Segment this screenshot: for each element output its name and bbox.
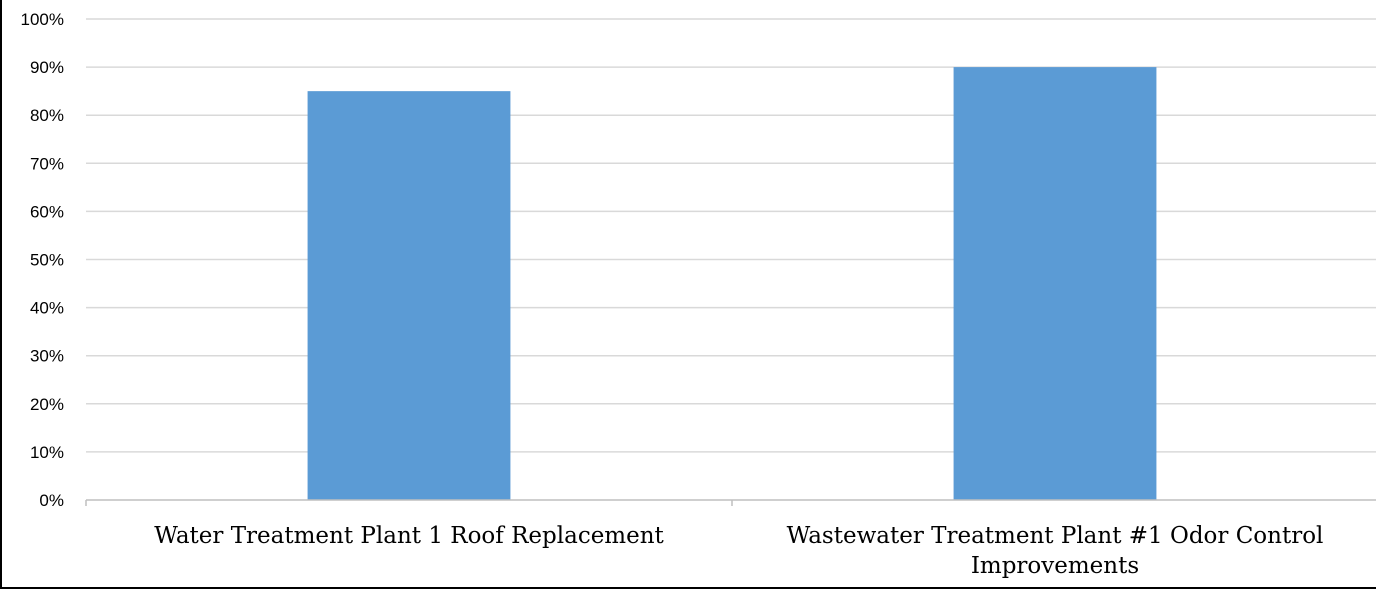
y-tick-label-10: 10% (30, 443, 64, 462)
x-tick-label-0: Water Treatment Plant 1 Roof Replacement (154, 523, 664, 549)
y-tick-label-100: 100% (21, 10, 64, 29)
x-axis-tick-labels: Water Treatment Plant 1 Roof Replacement… (154, 523, 1323, 579)
bars (307, 67, 1157, 501)
bar-1 (953, 67, 1157, 500)
bar-0 (307, 91, 511, 501)
y-tick-label-0: 0% (39, 491, 64, 510)
y-axis-tick-labels: 0% 10% 20% 30% 40% 50% 60% 70% 80% 90% 100% (21, 10, 64, 510)
gridlines (86, 18, 1376, 453)
y-tick-label-40: 40% (30, 299, 64, 318)
y-tick-label-80: 80% (30, 106, 64, 125)
x-tick-label-1: Wastewater Treatment Plant #1 Odor Contr… (787, 523, 1324, 579)
y-tick-label-50: 50% (30, 251, 64, 270)
y-tick-label-20: 20% (30, 395, 64, 414)
x-axis (85, 499, 1376, 506)
y-tick-label-30: 30% (30, 347, 64, 366)
y-tick-label-90: 90% (30, 58, 64, 77)
y-tick-label-70: 70% (30, 154, 64, 173)
y-tick-label-60: 60% (30, 202, 64, 221)
